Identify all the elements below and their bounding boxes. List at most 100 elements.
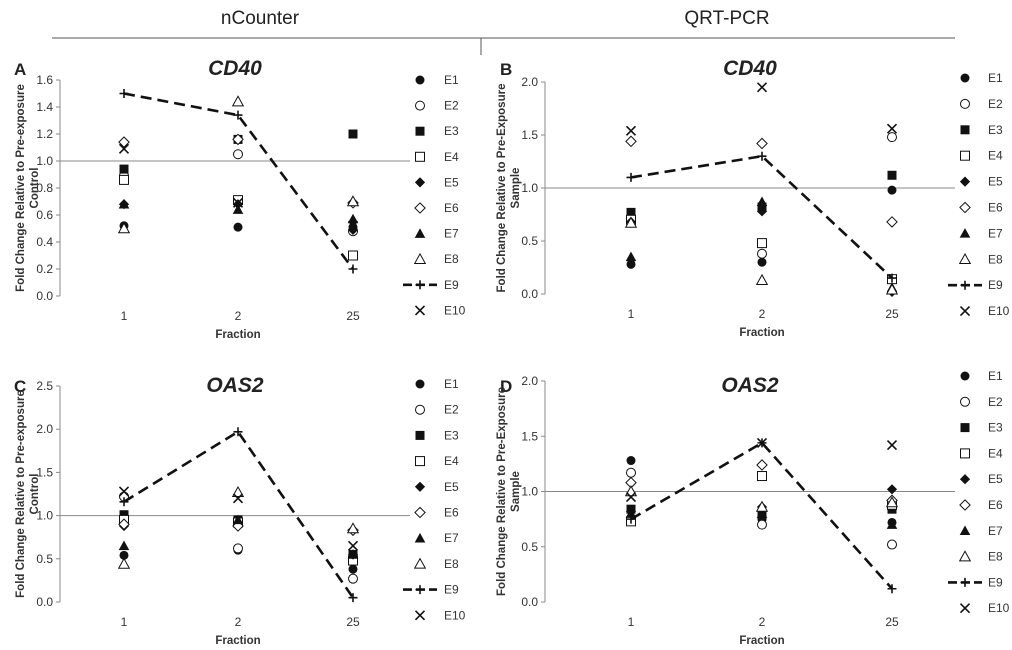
y-tick-label: 0.0 (36, 595, 53, 609)
y-tick-label: 1.4 (36, 100, 53, 114)
legend-label-e5: E5 (444, 480, 459, 494)
y-axis-label-line: Control (29, 168, 41, 209)
y-tick-label: 1.0 (521, 181, 538, 195)
data-point-e1 (626, 456, 636, 466)
chart-title: OAS2 (721, 374, 779, 397)
chart-title: OAS2 (206, 374, 264, 397)
data-point-e8 (885, 283, 899, 295)
data-point-e9 (233, 110, 243, 120)
column-title-qrtpcr: QRT-PCR (684, 8, 769, 29)
legend-marker-e5 (959, 474, 971, 485)
data-point-e9 (626, 172, 636, 182)
legend-marker-e9 (960, 577, 970, 587)
data-point-e7 (347, 213, 359, 224)
legend-marker-e9 (415, 280, 425, 290)
data-point-e9 (233, 427, 243, 437)
y-axis-label-line: Sample (510, 471, 522, 512)
data-point-e3 (887, 170, 897, 180)
legend-marker-e3 (415, 430, 425, 440)
data-point-e7 (118, 198, 130, 209)
data-point-e7 (756, 196, 768, 207)
data-point-e6 (756, 137, 768, 150)
data-point-e6 (232, 520, 244, 532)
legend-label-e5: E5 (444, 175, 459, 189)
legend-marker-e2 (960, 98, 970, 109)
data-point-e5 (756, 206, 768, 217)
data-point-e7 (232, 514, 244, 525)
data-point-e4 (757, 238, 767, 249)
data-point-e2 (233, 149, 243, 160)
legend-marker-e8 (958, 252, 972, 265)
data-point-e3 (119, 164, 129, 174)
legend-label-e10: E10 (988, 601, 1010, 615)
data-point-e9 (887, 273, 897, 283)
x-axis-label: Fraction (739, 327, 784, 339)
panel-letter: A (14, 60, 26, 79)
legend-label-e5: E5 (988, 175, 1003, 189)
chart-panel-c: C OAS2 0.0 0.5 1.0 1.5 2.0 2.5 1 2 25 Fraction Fold … (14, 374, 466, 647)
y-tick-label: 0.5 (36, 552, 53, 566)
legend-marker-e4 (415, 456, 425, 467)
legend: E1 E2 E3 E4 E5 E6 E7 E8 E9 E10 (948, 369, 1010, 615)
data-point-e7 (347, 549, 359, 559)
legend-label-e7: E7 (988, 524, 1003, 538)
legend-label-e2: E2 (988, 395, 1003, 409)
data-point-e8 (231, 95, 245, 107)
data-point-e8 (346, 195, 360, 207)
x-axis-label: Fraction (215, 329, 260, 341)
data-point-e6 (232, 133, 244, 146)
legend-marker-e3 (415, 126, 425, 136)
chart-panel-a: A CD40 0.0 0.2 0.4 0.6 0.8 1.0 1.2 1.4 1.6 1 2 25 Frac… (14, 57, 466, 341)
y-tick-label: 1.5 (521, 128, 538, 142)
legend-marker-e10 (959, 306, 971, 317)
data-point-e3 (626, 207, 636, 217)
legend-marker-e6 (959, 201, 971, 214)
y-tick-label: 1.0 (36, 509, 53, 523)
data-point-e8 (885, 496, 899, 508)
legend-label-e10: E10 (988, 304, 1010, 318)
legend-marker-e6 (959, 499, 971, 511)
y-tick-label: 0.2 (36, 262, 53, 276)
legend-label-e8: E8 (988, 252, 1003, 266)
legend-marker-e1 (415, 75, 425, 85)
y-tick-label: 2.0 (36, 422, 53, 436)
data-point-e2 (348, 573, 358, 584)
data-point-e9 (119, 89, 129, 98)
data-point-e6 (886, 216, 898, 228)
y-tick-label: 0.0 (521, 595, 538, 609)
data-point-e8 (117, 222, 131, 234)
chart-title: CD40 (723, 57, 777, 80)
legend-label-e10: E10 (444, 303, 466, 317)
data-point-e8 (755, 500, 769, 512)
x-axis-label: Fraction (739, 635, 784, 647)
legend-marker-e3 (960, 125, 970, 135)
x-tick-label: 2 (759, 307, 766, 321)
x-tick-label: 1 (628, 615, 635, 629)
legend-marker-e10 (414, 610, 426, 621)
x-tick-label: 2 (235, 615, 242, 629)
data-point-e7 (625, 251, 637, 262)
panel-letter: D (500, 377, 512, 396)
data-point-e4 (348, 250, 358, 261)
legend-label-e3: E3 (988, 421, 1003, 435)
y-tick-label: 0.6 (36, 208, 53, 222)
data-point-e4 (757, 471, 767, 482)
legend-marker-e6 (414, 202, 426, 214)
legend-marker-e7 (959, 228, 971, 238)
legend-label-e1: E1 (988, 369, 1003, 383)
x-tick-label: 25 (346, 615, 360, 629)
data-point-e8 (117, 557, 131, 569)
y-axis-label-line: Sample (510, 168, 522, 209)
legend-label-e7: E7 (444, 531, 459, 545)
data-point-e2 (233, 543, 243, 554)
legend-label-e7: E7 (444, 227, 459, 241)
data-point-e1 (757, 257, 767, 267)
y-tick-label: 2.0 (521, 75, 538, 89)
y-axis-label-line: Control (29, 474, 41, 515)
data-point-e10 (625, 491, 637, 503)
legend: E1 E2 E3 E4 E5 E6 E7 E8 E9 E10 (403, 73, 466, 317)
data-point-e10 (625, 125, 637, 136)
x-tick-label: 1 (121, 615, 128, 629)
y-axis-label: Fold Change Relative to Pre-Exposure Samp… (496, 387, 522, 596)
